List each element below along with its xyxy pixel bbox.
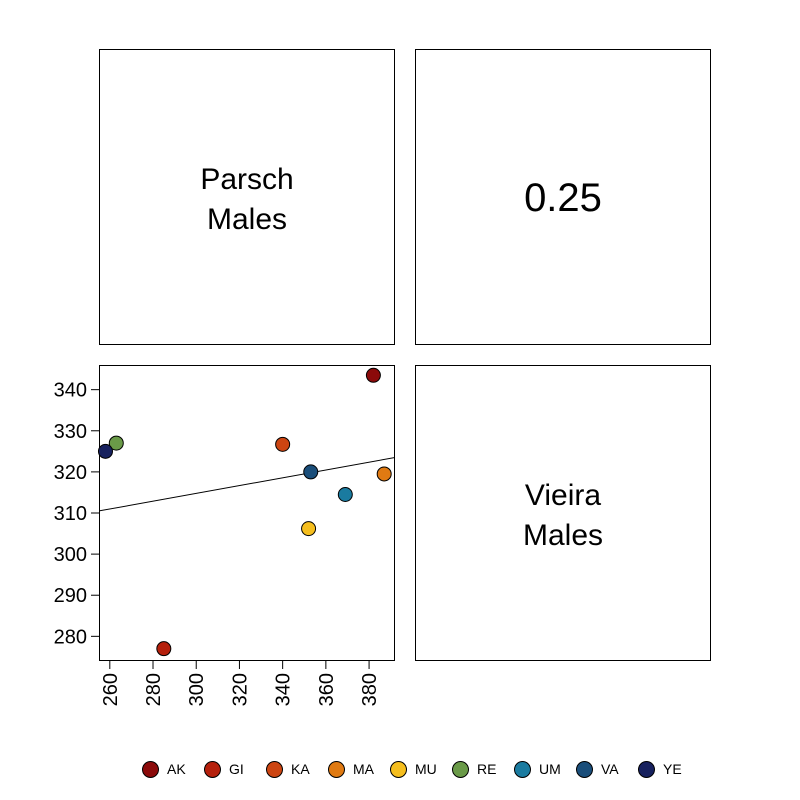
- x-tick-label: 380: [359, 673, 381, 706]
- legend-item-mu: MU: [390, 756, 437, 782]
- scatter-panel-frame: [99, 365, 395, 661]
- y-tick-label: 300: [54, 544, 87, 566]
- legend-marker: [266, 760, 283, 778]
- diagonal-panel-vieira: Vieira Males: [415, 365, 711, 661]
- legend-item-ma: MA: [328, 756, 374, 782]
- legend-item-ye: YE: [638, 756, 682, 782]
- legend-item-re: RE: [452, 756, 496, 782]
- y-tick-label: 310: [54, 503, 87, 525]
- legend-label: MU: [415, 761, 437, 777]
- diagonal-label-line1: Vieira: [524, 479, 602, 512]
- diagonal-label-line2: Males: [522, 519, 604, 552]
- legend-label: KA: [291, 761, 310, 777]
- data-point-gi: [156, 641, 172, 657]
- x-tick-label: 260: [100, 673, 122, 706]
- legend: AK GI KA MA MU RE UM VA YE: [0, 756, 800, 782]
- diagonal-label-vieira: Vieira Males: [416, 476, 710, 556]
- x-tick-label: 340: [273, 673, 295, 706]
- legend-marker: [142, 760, 159, 778]
- legend-marker: [452, 760, 469, 778]
- legend-item-ka: KA: [266, 756, 310, 782]
- legend-label: VA: [601, 761, 619, 777]
- legend-marker: [514, 760, 531, 778]
- x-tick-label: 360: [316, 673, 338, 706]
- y-tick-label: 290: [54, 585, 87, 607]
- legend-item-gi: GI: [204, 756, 244, 782]
- legend-label: MA: [353, 761, 374, 777]
- y-tick-label: 280: [54, 626, 87, 648]
- legend-marker: [576, 760, 593, 778]
- data-point-ka: [275, 436, 291, 452]
- legend-item-um: UM: [514, 756, 561, 782]
- legend-item-ak: AK: [142, 756, 186, 782]
- data-point-um: [337, 487, 353, 502]
- data-point-ma: [376, 466, 392, 482]
- data-point-ak: [365, 367, 381, 383]
- diagonal-label-line1: Parsch: [200, 163, 294, 196]
- diagonal-label-parsch: Parsch Males: [100, 160, 394, 240]
- scatter-plot: 280 290 300 310 320 330 340 260 280 300 320 340 360 3…: [54, 365, 395, 706]
- data-point-ye: [97, 443, 113, 459]
- y-tick-label: 320: [54, 462, 87, 484]
- diagonal-label-line2: Males: [206, 203, 288, 236]
- data-point-mu: [301, 521, 317, 537]
- y-tick-label: 340: [54, 380, 87, 402]
- x-tick-label: 280: [143, 673, 165, 706]
- x-tick-label: 300: [186, 673, 208, 706]
- data-point-re: [108, 435, 124, 451]
- legend-label: YE: [663, 761, 682, 777]
- legend-label: RE: [477, 761, 497, 777]
- legend-marker: [328, 760, 345, 778]
- legend-marker: [390, 760, 407, 778]
- legend-marker: [204, 760, 221, 778]
- correlation-panel: 0.25: [415, 49, 711, 345]
- legend-item-va: VA: [576, 756, 619, 782]
- regression-line: [99, 457, 395, 512]
- x-tick-label: 320: [229, 673, 251, 706]
- legend-label: AK: [167, 761, 186, 777]
- correlation-value: 0.25: [524, 176, 602, 220]
- y-tick-label: 330: [54, 421, 87, 443]
- legend-marker: [638, 760, 655, 778]
- legend-label: UM: [539, 761, 561, 777]
- legend-label: GI: [229, 761, 244, 777]
- diagonal-panel-parsch: Parsch Males: [99, 49, 395, 345]
- data-point-va: [303, 464, 319, 480]
